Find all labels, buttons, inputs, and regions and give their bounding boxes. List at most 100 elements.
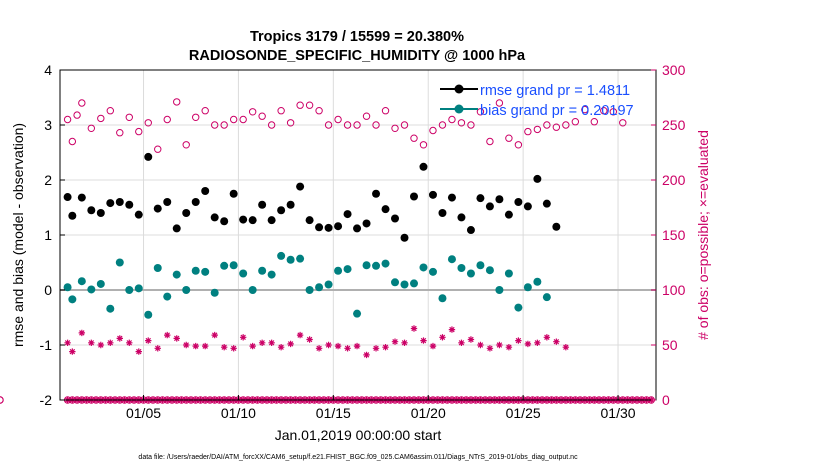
bias-point xyxy=(286,255,295,264)
bias-point xyxy=(239,269,248,278)
bias-point xyxy=(106,304,115,313)
rmse-point xyxy=(305,216,314,225)
bias-point xyxy=(391,278,400,287)
rmse-point xyxy=(523,202,532,211)
rmse-point xyxy=(267,216,276,225)
rmse-point xyxy=(153,204,162,213)
evaluated-point xyxy=(135,348,142,355)
bias-point xyxy=(353,309,362,318)
bias-point xyxy=(485,266,494,275)
possible-point xyxy=(543,121,551,129)
possible-point xyxy=(571,118,580,126)
rmse-point xyxy=(239,215,248,224)
evaluated-point xyxy=(486,345,494,352)
possible-point xyxy=(353,121,361,129)
rmse-point xyxy=(466,226,475,235)
rmse-point xyxy=(68,211,77,220)
evaluated-point xyxy=(467,336,475,343)
rmse-point xyxy=(542,199,551,208)
y-left-tick-label: -1 xyxy=(40,337,53,353)
evaluated-point xyxy=(420,337,427,344)
possible-point xyxy=(410,134,418,142)
bias-point xyxy=(409,279,418,288)
evaluated-point xyxy=(268,339,275,346)
bias-point xyxy=(220,261,229,270)
rmse-point xyxy=(63,193,72,202)
evaluated-point xyxy=(334,342,342,350)
possible-point xyxy=(486,137,494,146)
evaluated-point xyxy=(410,325,418,332)
y-right-tick-label: 0 xyxy=(662,392,670,408)
y-right-tick-label: 150 xyxy=(662,227,686,243)
rmse-point xyxy=(134,210,143,219)
possible-point xyxy=(106,107,114,115)
series-layer xyxy=(63,152,561,319)
rmse-point xyxy=(258,200,267,209)
rmse-point xyxy=(163,198,172,206)
possible-point xyxy=(173,98,181,106)
evaluated-point xyxy=(145,337,152,344)
rmse-point xyxy=(428,190,437,199)
evaluated-point xyxy=(448,326,456,333)
bias-point xyxy=(324,280,333,289)
data-file-footer: data file: /Users/raeder/DAI/ATM_forcXX/… xyxy=(138,454,578,461)
evaluated-point xyxy=(296,331,304,339)
possible-point xyxy=(73,111,81,119)
evaluated-point xyxy=(220,344,228,351)
possible-point xyxy=(267,121,276,129)
evaluated-point xyxy=(88,339,95,346)
evaluated-point xyxy=(230,345,237,352)
legend-bias-label: bias grand pr = 0.20197 xyxy=(480,103,634,119)
evaluated-point xyxy=(154,345,161,352)
possible-point xyxy=(438,121,447,129)
y-right-tick-label: 100 xyxy=(662,282,686,298)
x-axis-label: Jan.01,2019 00:00:00 start xyxy=(275,427,442,443)
rmse-point xyxy=(495,195,504,204)
evaluated-point xyxy=(543,334,551,341)
y-left-tick-label: -2 xyxy=(40,392,53,408)
bias-point xyxy=(68,295,77,304)
evaluated-point xyxy=(429,342,437,350)
possible-point xyxy=(201,107,209,115)
y-right-tick-label: 50 xyxy=(662,337,678,353)
evaluated-point xyxy=(534,339,541,346)
possible-point xyxy=(125,113,133,122)
evaluated-point xyxy=(439,334,446,341)
legend-rmse-marker xyxy=(454,84,464,94)
evaluated-point xyxy=(553,338,560,345)
evaluated-point xyxy=(562,344,570,351)
axes-layer: 01/05 01/10 01/15 01/20 01/25 01/30 -2 -1 0 1 2 3 4 0… xyxy=(40,62,686,421)
bias-point xyxy=(372,261,381,270)
rmse-point xyxy=(106,199,115,208)
possible-point xyxy=(581,105,589,114)
x-tick-label: 01/15 xyxy=(316,405,351,421)
rmse-point xyxy=(172,224,181,233)
evaluated-point xyxy=(401,339,408,346)
possible-point xyxy=(286,119,295,127)
evaluated-point xyxy=(183,341,190,349)
chart-title-line2: RADIOSONDE_SPECIFIC_HUMIDITY @ 1000 hPa xyxy=(189,48,526,64)
evaluated-point xyxy=(97,341,105,349)
evaluated-point xyxy=(287,340,294,348)
rmse-point xyxy=(125,200,134,209)
possible-point xyxy=(343,121,352,129)
possible-point xyxy=(277,107,285,115)
evaluated-point xyxy=(69,348,76,355)
y-left-tick-label: 3 xyxy=(44,117,52,133)
bias-point xyxy=(191,266,200,275)
rmse-point xyxy=(296,182,305,191)
possible-point xyxy=(372,121,380,129)
x-tick-label: 01/05 xyxy=(126,405,161,421)
possible-point xyxy=(305,101,314,109)
bias-point xyxy=(504,269,513,278)
possible-point xyxy=(63,115,72,124)
evaluated-point xyxy=(315,345,323,352)
rmse-point xyxy=(514,198,523,206)
possible-point xyxy=(324,121,333,129)
legend-bias-marker xyxy=(454,104,464,114)
possible-point xyxy=(182,141,190,149)
possible-point xyxy=(505,134,513,142)
evaluated-point xyxy=(126,339,133,346)
rmse-point xyxy=(438,209,447,217)
bias-point xyxy=(77,277,86,286)
